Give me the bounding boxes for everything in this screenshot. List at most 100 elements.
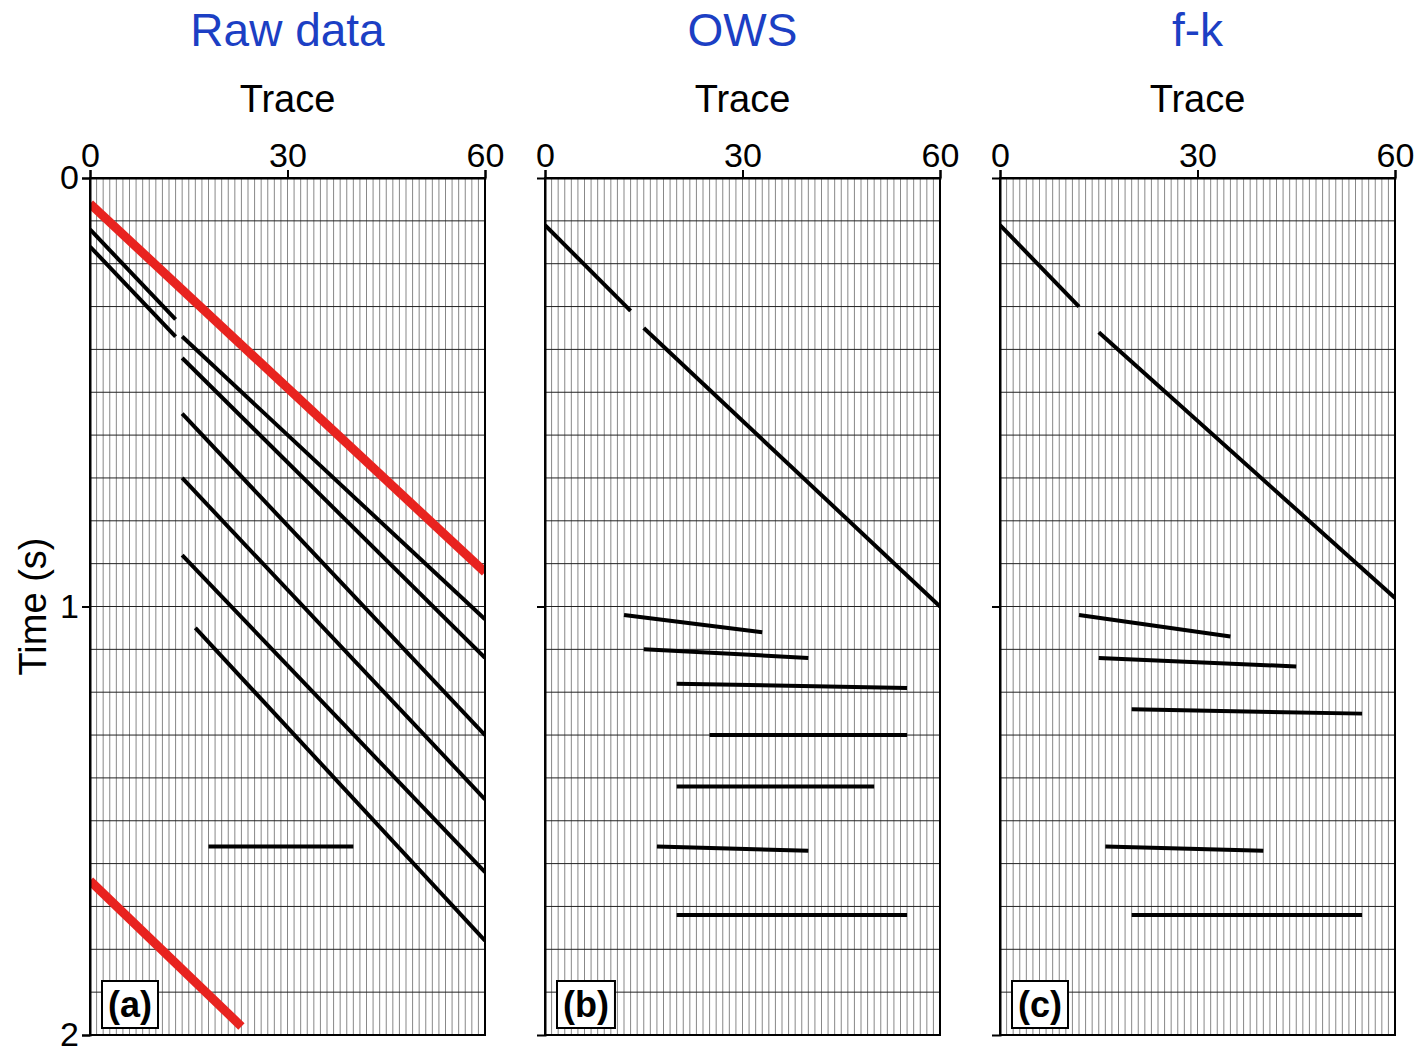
- panel-title: OWS: [688, 4, 798, 56]
- seismic-event: [182, 358, 485, 658]
- figure: Raw data Trace Time (s) 0 30 60 0 1 2 (a) OWS Trace…: [0, 0, 1427, 1058]
- timing-line: [90, 777, 485, 778]
- timing-line: [1000, 649, 1395, 650]
- x-axis: 0 30 60: [991, 136, 1414, 179]
- y-tick-mark: [537, 606, 545, 608]
- timing-line: [1000, 692, 1395, 693]
- y-tick: [992, 607, 1000, 608]
- seismic-event: [657, 846, 808, 850]
- x-tick-label: 0: [991, 136, 1010, 174]
- annotation-line: [90, 204, 485, 573]
- timing-line: [545, 477, 940, 478]
- timing-line: [1000, 435, 1395, 436]
- y-axis: [992, 179, 1001, 1036]
- panel-letter: (c): [1012, 981, 1068, 1028]
- x-axis: 0 30 60: [81, 136, 504, 179]
- seismic-event: [1000, 225, 1079, 306]
- timing-line: [1000, 906, 1395, 907]
- seismic-event: [624, 615, 762, 632]
- seismic-event: [1099, 658, 1297, 667]
- x-tick: 30: [1179, 136, 1217, 178]
- timing-line: [90, 820, 485, 821]
- timing-line: [545, 820, 940, 821]
- panel-letter-text: (c): [1018, 984, 1062, 1025]
- seismic-event: [1132, 709, 1362, 713]
- timing-line: [545, 949, 940, 950]
- timing-line: [545, 692, 940, 693]
- plot-frame: [545, 178, 940, 1035]
- timing-line: [1000, 520, 1395, 521]
- timing-line: [545, 906, 940, 907]
- y-axis: 0 1 2: [60, 158, 90, 1053]
- x-axis-title: Trace: [1150, 78, 1246, 120]
- x-tick-label: 0: [81, 136, 100, 174]
- timing-line: [545, 649, 940, 650]
- panel-letter-box: [557, 981, 615, 1028]
- timing-line: [1000, 306, 1395, 307]
- timing-line: [90, 349, 485, 350]
- y-tick: 0: [60, 158, 90, 196]
- y-tick-mark: [82, 178, 90, 180]
- timing-line: [545, 435, 940, 436]
- panel-letter-box: [102, 981, 158, 1028]
- timing-line: [1000, 949, 1395, 950]
- timing-line: [1000, 735, 1395, 736]
- x-tick: 60: [922, 136, 960, 178]
- timing-line: [1000, 563, 1395, 564]
- seismic-event: [182, 555, 485, 872]
- seismic-event: [209, 844, 354, 848]
- seismic-event: [182, 414, 485, 735]
- seismic-event: [545, 225, 631, 311]
- timing-line: [545, 863, 940, 864]
- x-tick-label: 30: [1179, 136, 1217, 174]
- timing-line: [545, 563, 940, 564]
- timing-line: [90, 220, 485, 221]
- plot-frame: [90, 178, 485, 1035]
- panel: f-kTrace03060(c): [991, 4, 1414, 1036]
- y-axis-title: Time (s): [12, 538, 54, 676]
- x-tick: 0: [536, 136, 555, 178]
- timing-line: [1000, 606, 1395, 607]
- panel-letter: (b): [557, 981, 615, 1028]
- seismic-event: [1079, 615, 1230, 636]
- plot-area: [545, 178, 940, 1035]
- seismic-event: [1099, 332, 1395, 598]
- y-tick: 1: [60, 587, 90, 625]
- panel-title: Raw data: [190, 4, 385, 56]
- y-axis-line: [992, 179, 1001, 1036]
- x-tick-label: 60: [467, 136, 505, 174]
- timing-line: [545, 606, 940, 607]
- panel: OWSTrace03060(b): [536, 4, 959, 1036]
- y-tick-mark: [82, 606, 90, 608]
- y-tick-mark: [992, 606, 1000, 608]
- x-axis: 0 30 60: [536, 136, 959, 179]
- x-tick: 0: [991, 136, 1010, 178]
- seismic-event: [1132, 913, 1362, 917]
- y-tick-label: 0: [60, 158, 79, 196]
- y-tick-mark: [82, 1035, 90, 1037]
- y-tick-label: 1: [60, 587, 79, 625]
- y-tick-label: 2: [60, 1015, 79, 1053]
- panel: Raw data Trace Time (s) 0 30 60 0 1 2 (a): [12, 4, 504, 1053]
- x-tick-label: 0: [536, 136, 555, 174]
- x-tick-label: 30: [724, 136, 762, 174]
- x-tick: 0: [81, 136, 100, 178]
- panel-letter: (a): [102, 981, 158, 1028]
- seismic-event: [677, 784, 875, 788]
- seismic-event: [644, 328, 940, 607]
- plot-frame: [1000, 178, 1395, 1035]
- timing-line: [545, 520, 940, 521]
- timing-line: [90, 949, 485, 950]
- x-tick-label: 60: [1377, 136, 1415, 174]
- timing-line: [90, 606, 485, 607]
- x-axis-title: Trace: [240, 78, 336, 120]
- timing-line: [545, 735, 940, 736]
- timing-line: [545, 306, 940, 307]
- y-axis-line: [537, 179, 546, 1036]
- plot-area: [90, 178, 485, 1035]
- timing-line: [545, 777, 940, 778]
- seismic-event: [1105, 846, 1263, 850]
- timing-line: [1000, 349, 1395, 350]
- x-tick: 30: [269, 136, 307, 178]
- x-tick: 30: [724, 136, 762, 178]
